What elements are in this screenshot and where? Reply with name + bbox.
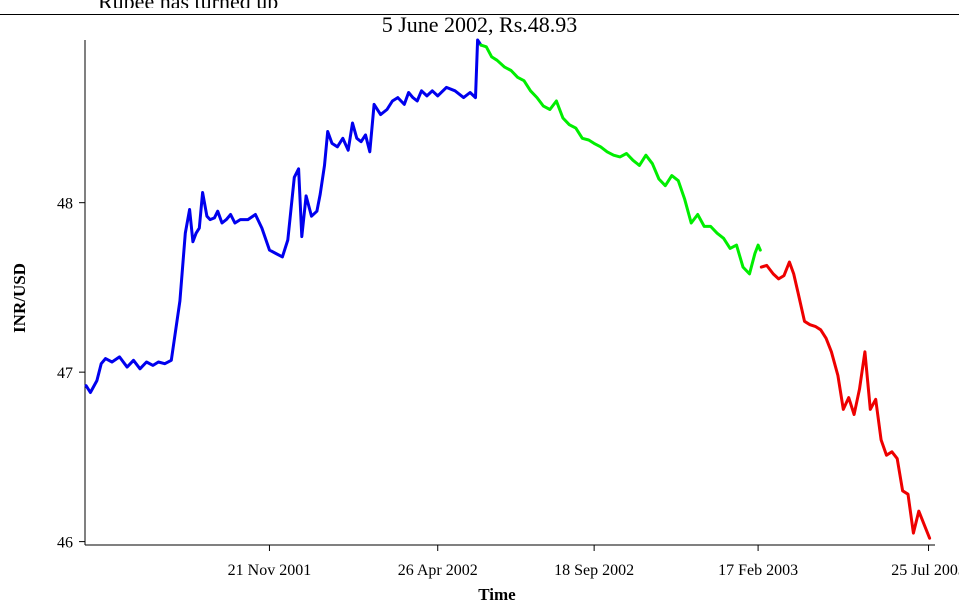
chart-title: 5 June 2002, Rs.48.93 bbox=[381, 12, 578, 37]
y-tick-label: 47 bbox=[57, 365, 73, 382]
cut-off-heading-text: Rupee has turned up bbox=[98, 0, 278, 8]
series-layer bbox=[84, 38, 932, 540]
x-tick-label: 21 Nov 2001 bbox=[228, 562, 312, 579]
cut-off-heading: Rupee has turned up bbox=[0, 0, 959, 8]
x-tick-label: 26 Apr 2002 bbox=[398, 562, 478, 579]
series-line-late bbox=[759, 260, 932, 540]
series-line-after-peak bbox=[479, 43, 762, 276]
y-tick-label: 46 bbox=[57, 535, 73, 552]
axes: 46 47 48 21 Nov 2001 26 Apr 2002 18 Sep 2002 1… bbox=[57, 40, 959, 579]
x-tick-label: 17 Feb 2003 bbox=[718, 562, 798, 579]
x-tick-label: 25 Jul 2003 bbox=[891, 562, 959, 579]
series-line-before-peak bbox=[84, 38, 483, 394]
x-axis-label: Time bbox=[478, 585, 516, 604]
y-tick-label: 48 bbox=[57, 196, 73, 213]
top-rule bbox=[0, 14, 959, 15]
x-tick-label: 18 Sep 2002 bbox=[554, 562, 634, 579]
